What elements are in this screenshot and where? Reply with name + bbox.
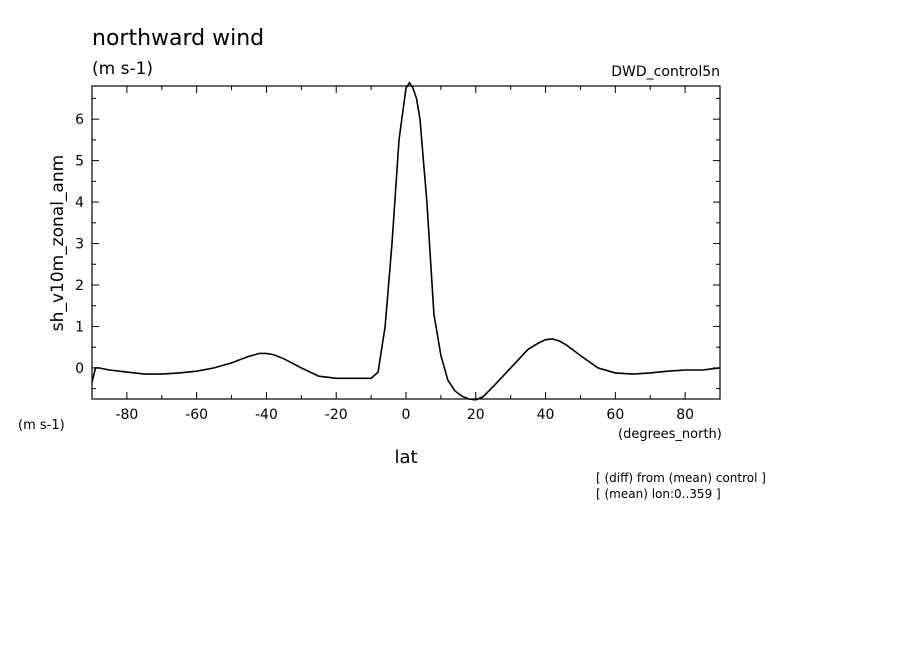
y-tick-label: 6 <box>75 112 84 128</box>
x-tick-labels: -80 -60 -40 -20 0 20 40 60 80 <box>115 407 694 423</box>
y-tick-label: 4 <box>75 195 84 211</box>
x-tick-label: 0 <box>402 407 411 423</box>
y-tick-label: 3 <box>75 237 84 253</box>
plot-frame <box>91 85 721 400</box>
y-tick-label: 5 <box>75 154 84 170</box>
y-tick-label: 1 <box>75 319 84 335</box>
note-line-1: [ (diff) from (mean) control ] <box>596 471 766 485</box>
experiment-label: DWD_control5n <box>611 64 720 80</box>
y-tick-label: 0 <box>75 361 84 377</box>
y-tick-label: 2 <box>75 278 84 294</box>
x-tick-label: 40 <box>537 407 555 423</box>
note-line-2: [ (mean) lon:0..359 ] <box>596 487 721 501</box>
plot-area: -80 -60 -40 -20 0 20 40 60 80 0 1 2 3 4 5 6 <box>75 81 721 423</box>
y-tick-labels: 0 1 2 3 4 5 6 <box>75 112 84 377</box>
x-tick-label: 80 <box>676 407 694 423</box>
x-tick-label: -20 <box>325 407 348 423</box>
y-axis-label: sh_v10m_zonal_anm <box>48 155 68 331</box>
x-tick-label: 60 <box>606 407 624 423</box>
y-axis-units: (m s-1) <box>18 418 65 433</box>
x-tick-label: -40 <box>255 407 278 423</box>
x-tick-label: -80 <box>115 407 138 423</box>
axis-ticks <box>91 86 721 399</box>
x-tick-label: -60 <box>185 407 208 423</box>
chart-units: (m s-1) <box>92 59 153 79</box>
x-axis-units: (degrees_north) <box>618 427 722 442</box>
series-line <box>91 81 721 401</box>
chart-title: northward wind <box>92 26 264 51</box>
x-tick-label: 20 <box>467 407 485 423</box>
x-axis-label: lat <box>394 447 417 468</box>
